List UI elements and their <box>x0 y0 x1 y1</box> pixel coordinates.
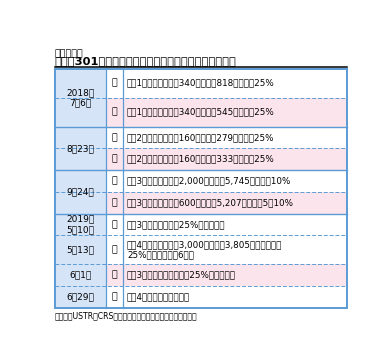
Bar <box>123 192 347 213</box>
Bar <box>123 213 347 235</box>
Text: （図表２）: （図表２） <box>54 50 83 59</box>
Bar <box>54 192 106 213</box>
Text: 【第2弾】対米輸入額160億ドル（333品目）に25%: 【第2弾】対米輸入額160億ドル（333品目）に25% <box>127 155 275 164</box>
Bar <box>123 98 347 127</box>
Text: 5月13日: 5月13日 <box>66 245 94 254</box>
Bar <box>54 213 106 235</box>
Text: 【第4弾】の発動を先送り: 【第4弾】の発動を先送り <box>127 292 190 301</box>
Text: 通商法301条に基づく米国の対中関税と中国の制裁措置: 通商法301条に基づく米国の対中関税と中国の制裁措置 <box>54 56 237 66</box>
Text: 中: 中 <box>112 108 117 117</box>
Text: 8月23日: 8月23日 <box>66 144 94 153</box>
Text: 米: 米 <box>112 292 117 301</box>
Bar <box>123 69 347 98</box>
Text: 【第3弾】対中輸入額2,000億ドル（5,745品目）に10%: 【第3弾】対中輸入額2,000億ドル（5,745品目）に10% <box>127 176 291 185</box>
Bar <box>54 286 106 308</box>
Bar <box>106 264 123 286</box>
Text: 【第3弾】の関税率を25%に引き上げ: 【第3弾】の関税率を25%に引き上げ <box>127 220 226 229</box>
Text: 6月29日: 6月29日 <box>66 292 94 301</box>
Bar <box>106 213 123 235</box>
Bar <box>54 235 106 264</box>
Bar <box>106 148 123 170</box>
Text: 6月1日: 6月1日 <box>69 270 91 280</box>
Text: （資料）USTR、CRS、各種報道よりニッセイ基礎研究所作成: （資料）USTR、CRS、各種報道よりニッセイ基礎研究所作成 <box>54 311 197 320</box>
Bar <box>123 235 347 264</box>
Bar <box>54 69 106 98</box>
Bar <box>54 98 106 127</box>
Bar <box>54 264 106 286</box>
Text: 中: 中 <box>112 198 117 207</box>
Text: 米: 米 <box>112 220 117 229</box>
Text: 中: 中 <box>112 155 117 164</box>
Bar <box>54 148 106 170</box>
Text: 9月24日: 9月24日 <box>67 187 94 196</box>
Bar <box>123 264 347 286</box>
Text: 中: 中 <box>112 270 117 280</box>
Text: 【第1弾】対中輸入額340億ドル（818品目）に25%: 【第1弾】対中輸入額340億ドル（818品目）に25% <box>127 79 275 88</box>
Text: 【第4弾】対中輸入額3,000億ドル（3,805品目）に最大
25%、発効は最短6月末: 【第4弾】対中輸入額3,000億ドル（3,805品目）に最大 25%、発効は最短… <box>127 240 282 260</box>
Text: 【第3弾】の関税率を最大25%に引き上げ: 【第3弾】の関税率を最大25%に引き上げ <box>127 270 236 280</box>
Text: 【第2弾】対中輸入額160億ドル（279品目）に25%: 【第2弾】対中輸入額160億ドル（279品目）に25% <box>127 133 275 142</box>
Bar <box>54 170 106 192</box>
Text: 2018年
7月6日: 2018年 7月6日 <box>66 88 95 107</box>
Bar <box>123 127 347 148</box>
Bar <box>123 148 347 170</box>
Text: 2019年
5月10日: 2019年 5月10日 <box>66 215 95 234</box>
Bar <box>106 98 123 127</box>
Bar <box>54 69 347 308</box>
Bar <box>54 127 106 148</box>
Text: 【第3弾】対米輸入額600億ドル（5,207品目）に5～10%: 【第3弾】対米輸入額600億ドル（5,207品目）に5～10% <box>127 198 294 207</box>
Bar <box>106 192 123 213</box>
Text: 米: 米 <box>112 79 117 88</box>
Text: 米: 米 <box>112 133 117 142</box>
Text: 米: 米 <box>112 176 117 185</box>
Bar <box>123 170 347 192</box>
Text: 【第1弾】対米輸入額340億ドル（545品目）に25%: 【第1弾】対米輸入額340億ドル（545品目）に25% <box>127 108 275 117</box>
Bar <box>106 235 123 264</box>
Bar <box>106 286 123 308</box>
Bar <box>106 127 123 148</box>
Bar <box>106 69 123 98</box>
Bar <box>106 170 123 192</box>
Text: 米: 米 <box>112 245 117 254</box>
Bar <box>123 286 347 308</box>
